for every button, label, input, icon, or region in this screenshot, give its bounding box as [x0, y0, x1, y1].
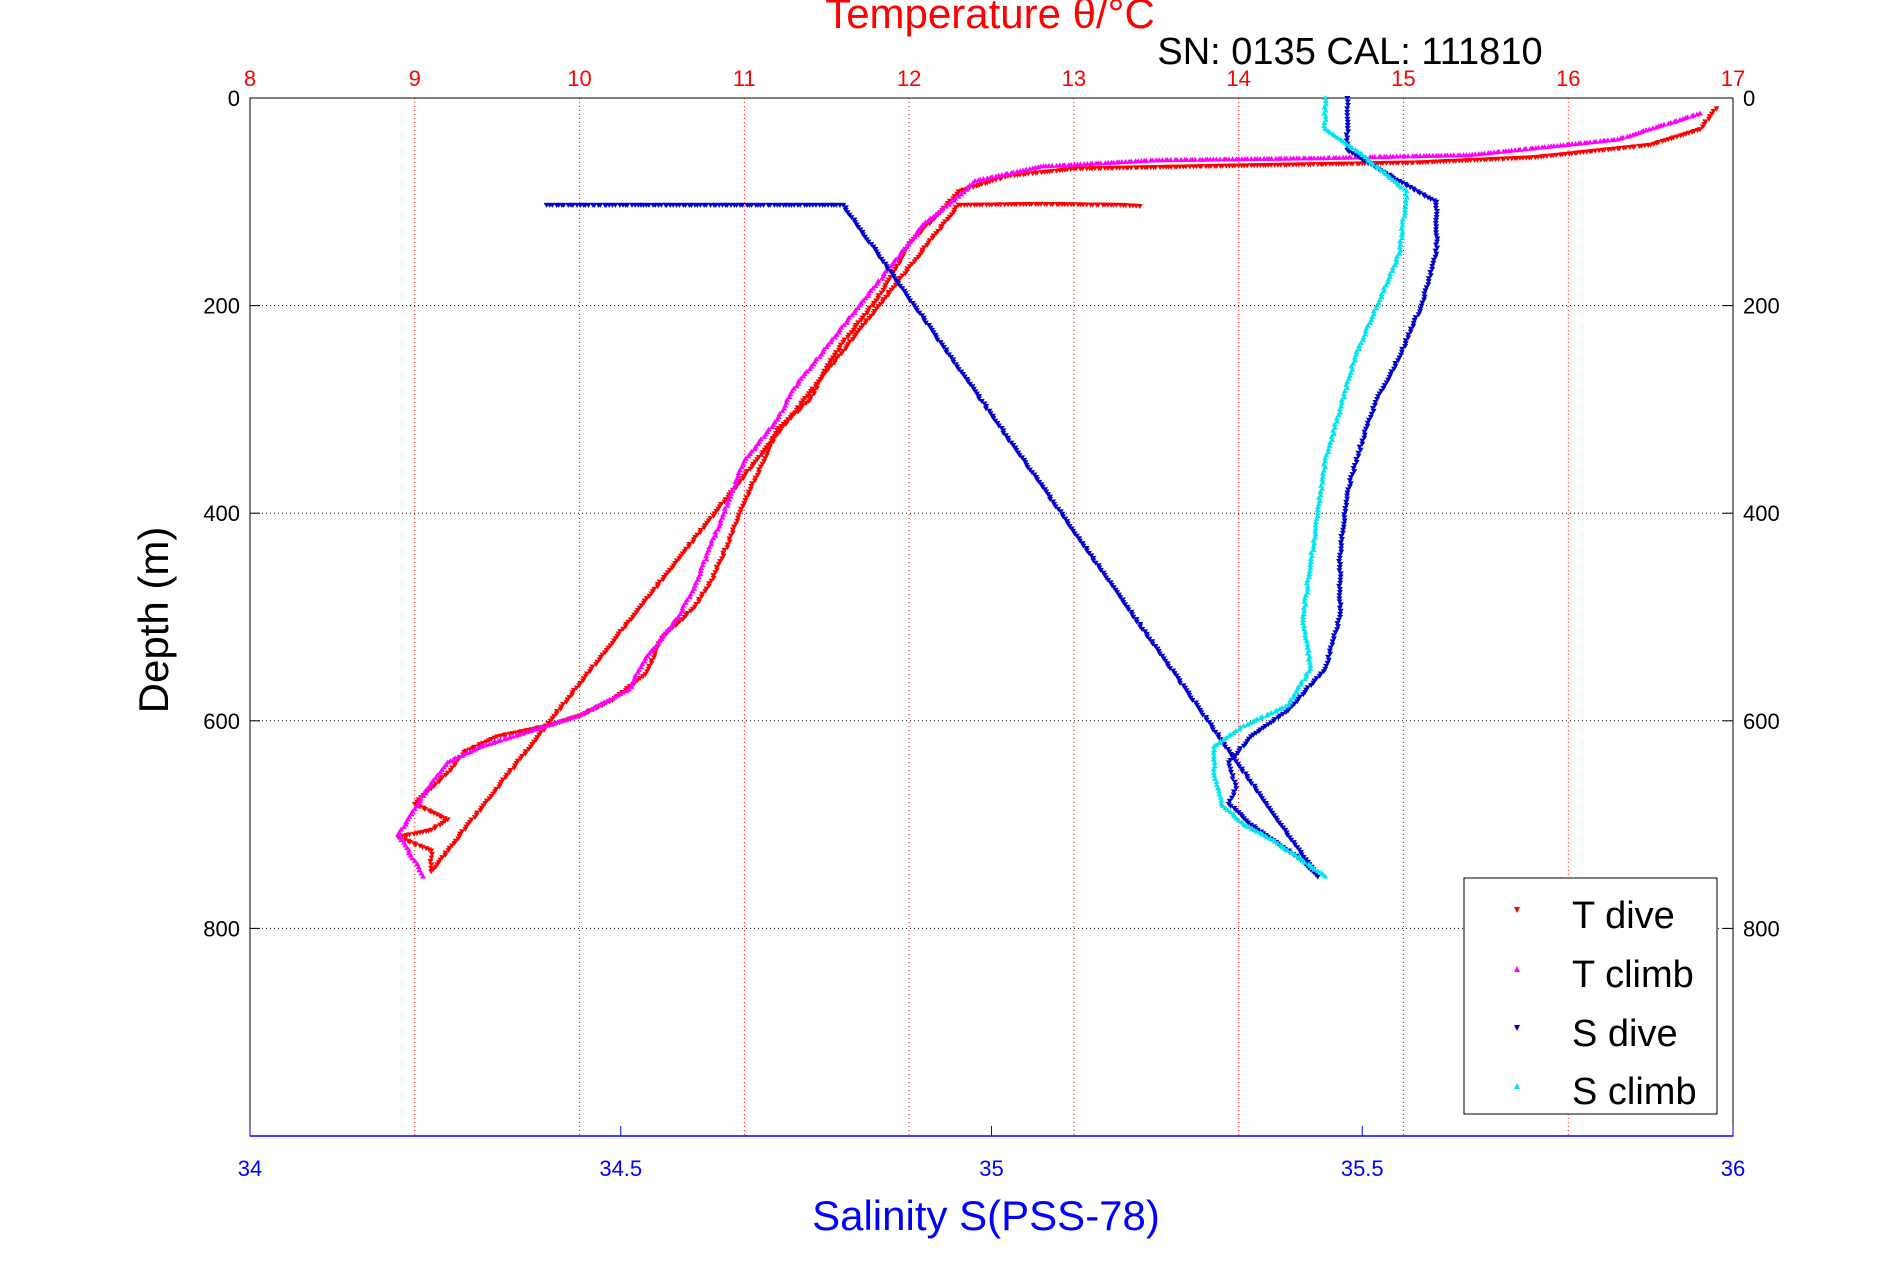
salinity-tick-label: 34 — [238, 1156, 262, 1181]
temp-tick-label: 11 — [733, 66, 756, 91]
bottom-axis-title: Salinity S(PSS-78) — [812, 1192, 1160, 1239]
depth-tick-label-right: 800 — [1743, 916, 1780, 941]
depth-tick-label-left: 0 — [228, 86, 240, 111]
salinity-tick-label: 35 — [979, 1156, 1003, 1181]
legend-label-t-dive: T dive — [1572, 895, 1675, 937]
data-point — [1137, 204, 1143, 209]
depth-tick-label-left: 400 — [203, 501, 240, 526]
temp-tick-label: 13 — [1062, 66, 1086, 91]
depth-tick-label-left: 200 — [203, 294, 240, 319]
depth-tick-label-right: 200 — [1743, 294, 1780, 319]
temp-tick-label: 17 — [1721, 66, 1745, 91]
salinity-tick-label: 35.5 — [1341, 1156, 1384, 1181]
y-axis-title: Depth (m) — [130, 527, 177, 714]
temp-tick-label: 12 — [897, 66, 921, 91]
temp-tick-label: 8 — [244, 66, 256, 91]
legend: T dive T climb S dive S climb — [1464, 878, 1717, 1114]
legend-label-s-climb: S climb — [1572, 1071, 1697, 1113]
depth-tick-label-right: 0 — [1743, 86, 1755, 111]
series-layer — [395, 95, 1719, 880]
temp-tick-label: 16 — [1556, 66, 1580, 91]
series-t-dive — [395, 106, 1719, 874]
legend-label-s-dive: S dive — [1572, 1013, 1678, 1055]
salinity-tick-label: 34.5 — [599, 1156, 642, 1181]
salinity-tick-label: 36 — [1721, 1156, 1745, 1181]
top-axis-title: Temperature θ/°C — [825, 0, 1155, 37]
sn-cal-annotation: SN: 0135 CAL: 111810 — [1157, 31, 1542, 73]
series-s-dive — [544, 96, 1441, 880]
temp-tick-label: 10 — [567, 66, 591, 91]
depth-tick-label-left: 600 — [203, 709, 240, 734]
legend-label-t-climb: T climb — [1572, 954, 1694, 996]
series-s-climb — [1211, 95, 1410, 879]
temp-tick-label: 9 — [409, 66, 421, 91]
depth-tick-label-right: 400 — [1743, 501, 1780, 526]
depth-tick-label-right: 600 — [1743, 709, 1780, 734]
depth-tick-label-left: 800 — [203, 916, 240, 941]
